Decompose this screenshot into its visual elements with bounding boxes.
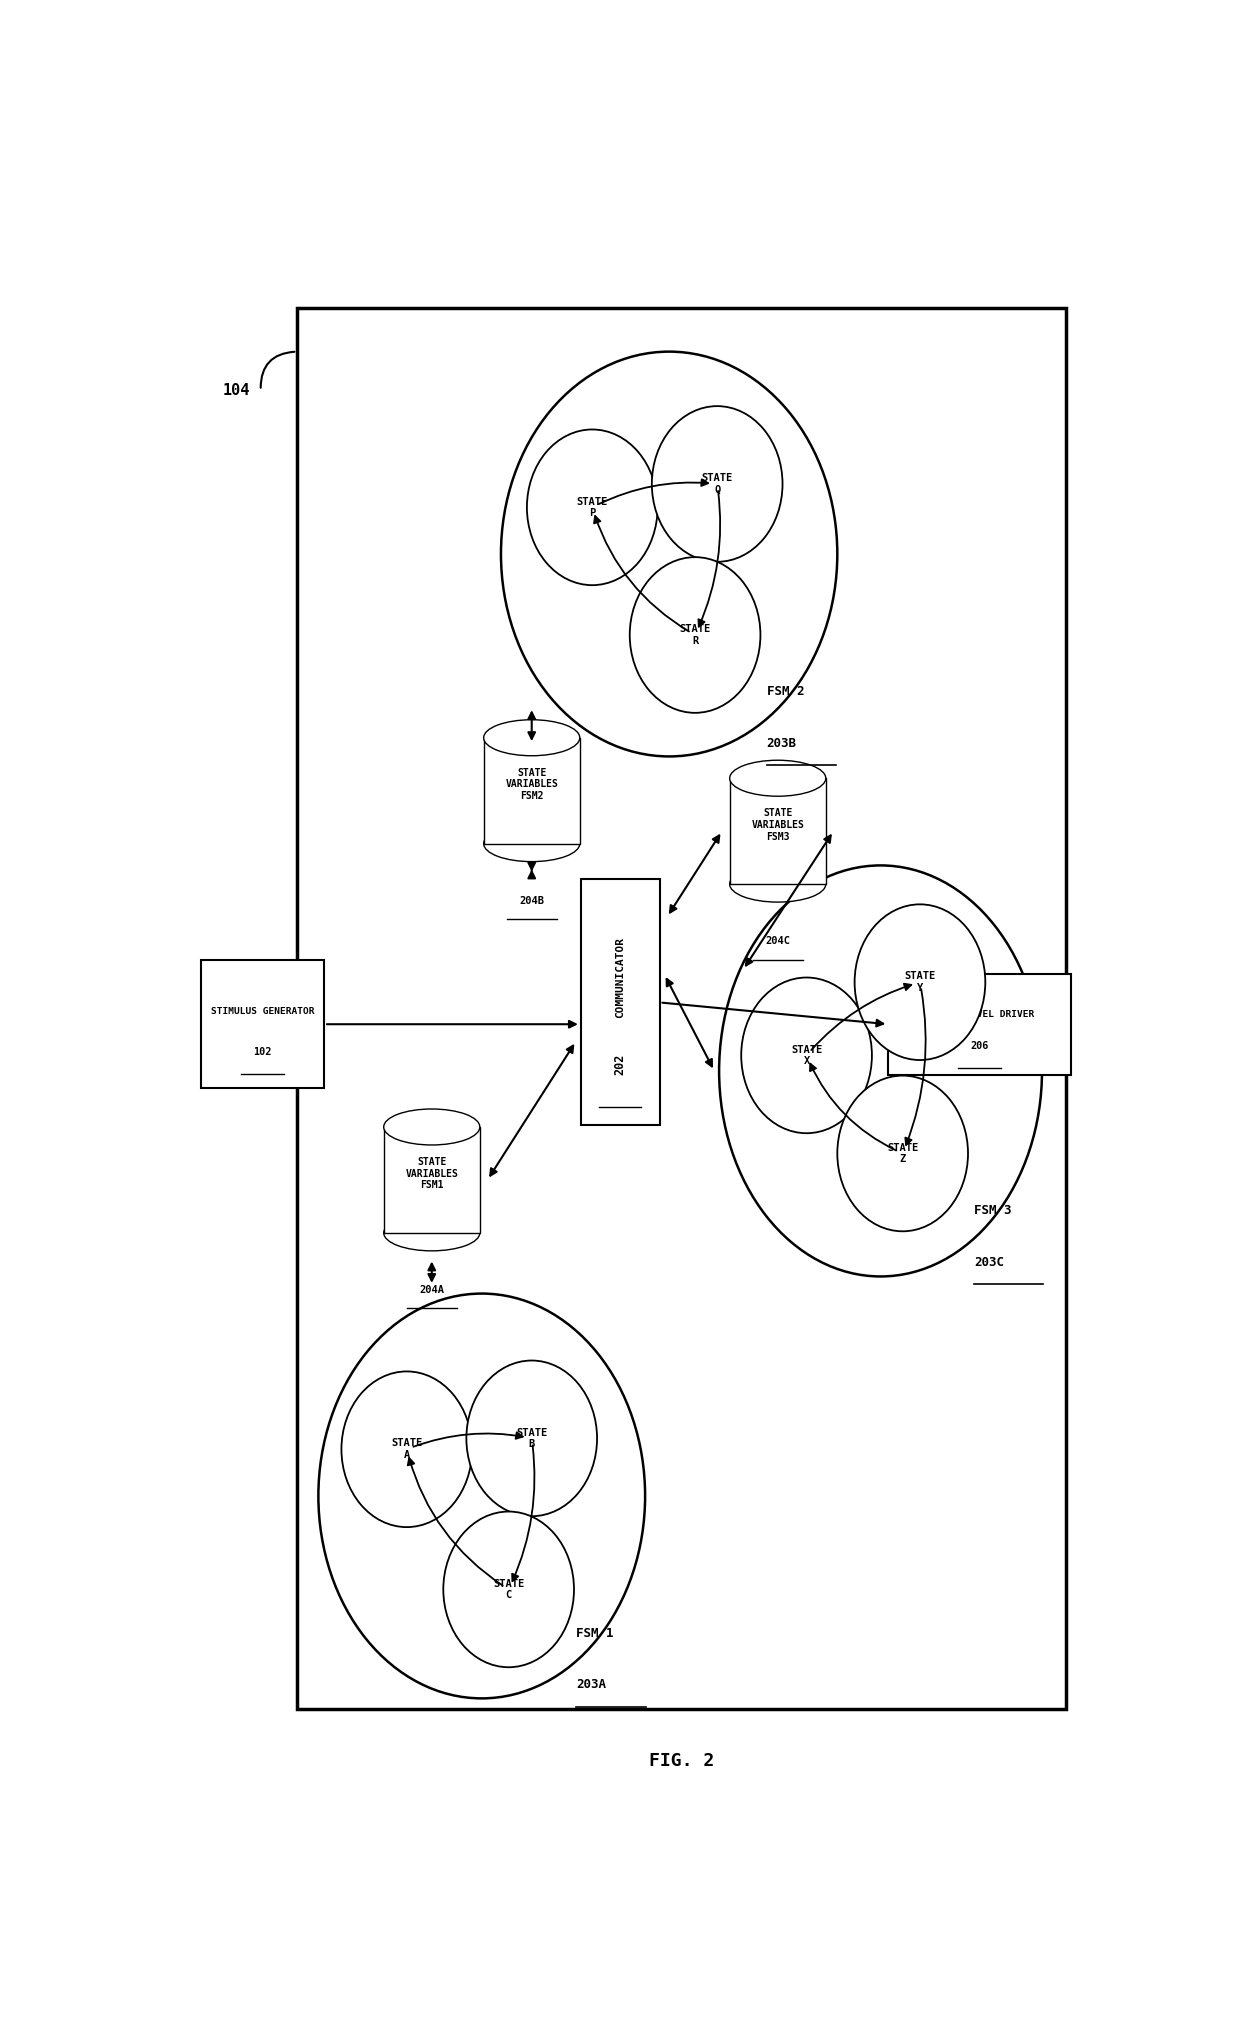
Text: STATE
Y: STATE Y [904, 971, 936, 993]
Ellipse shape [729, 760, 826, 797]
Bar [580, 880, 660, 1126]
Text: 204A: 204A [419, 1286, 444, 1296]
Bar [729, 778, 826, 884]
Text: FIG. 2: FIG. 2 [649, 1751, 714, 1769]
Ellipse shape [383, 1215, 480, 1252]
Text: STATE
R: STATE R [680, 625, 711, 645]
Text: FSM 3: FSM 3 [975, 1205, 1012, 1217]
Ellipse shape [729, 865, 826, 902]
Text: SIGNAL LEVEL DRIVER: SIGNAL LEVEL DRIVER [925, 1009, 1034, 1019]
Text: 102: 102 [253, 1047, 272, 1058]
Text: STATE
B: STATE B [516, 1428, 547, 1450]
Ellipse shape [466, 1361, 596, 1516]
Ellipse shape [383, 1108, 480, 1144]
Text: 204B: 204B [520, 896, 544, 906]
Ellipse shape [444, 1512, 574, 1668]
Text: STIMULUS GENERATOR: STIMULUS GENERATOR [211, 1007, 315, 1015]
Text: FSM 2: FSM 2 [766, 685, 805, 698]
Ellipse shape [484, 825, 580, 861]
Text: STATE
A: STATE A [391, 1438, 423, 1460]
Ellipse shape [484, 720, 580, 756]
Text: 203C: 203C [975, 1256, 1004, 1268]
Text: FSM 1: FSM 1 [577, 1628, 614, 1640]
Text: 202: 202 [614, 1053, 626, 1074]
Text: 203A: 203A [577, 1678, 606, 1692]
Text: STATE
VARIABLES
FSM3: STATE VARIABLES FSM3 [751, 809, 805, 841]
Text: 204C: 204C [765, 936, 790, 946]
Bar [484, 738, 580, 843]
Text: STATE
Q: STATE Q [702, 473, 733, 495]
Text: 203B: 203B [766, 736, 796, 750]
Bar [888, 975, 1071, 1076]
Text: 104: 104 [223, 382, 250, 398]
Bar [201, 960, 324, 1088]
Ellipse shape [652, 406, 782, 562]
Ellipse shape [854, 904, 986, 1060]
Bar [383, 1126, 480, 1233]
Text: 206: 206 [971, 1041, 988, 1051]
Ellipse shape [742, 977, 872, 1132]
Text: STATE
C: STATE C [494, 1579, 525, 1599]
Ellipse shape [630, 558, 760, 714]
Text: STATE
VARIABLES
FSM1: STATE VARIABLES FSM1 [405, 1157, 459, 1191]
Text: STATE
X: STATE X [791, 1045, 822, 1066]
Ellipse shape [527, 429, 657, 584]
Ellipse shape [837, 1076, 968, 1231]
Ellipse shape [341, 1371, 472, 1527]
Ellipse shape [501, 352, 837, 756]
Ellipse shape [719, 865, 1042, 1276]
Ellipse shape [319, 1294, 645, 1698]
Text: STATE
P: STATE P [577, 497, 608, 518]
Text: STATE
Z: STATE Z [887, 1142, 919, 1165]
Text: STATE
VARIABLES
FSM2: STATE VARIABLES FSM2 [505, 768, 558, 801]
Bar [298, 307, 1066, 1709]
Text: COMMUNICATOR: COMMUNICATOR [615, 938, 625, 1019]
